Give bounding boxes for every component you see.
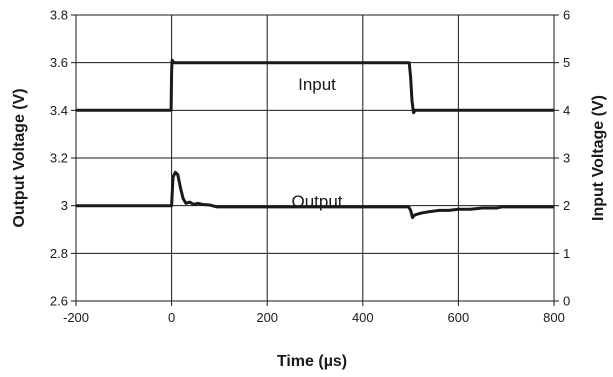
- left-axis-title: Output Voltage (V): [11, 88, 28, 227]
- x-axis-ticks: -200 0 200 400 600 800: [63, 301, 565, 325]
- y-right-tick-label: 1: [563, 246, 570, 261]
- x-tick-label: 600: [448, 310, 470, 325]
- y-left-tick-label: 2.6: [50, 294, 68, 309]
- right-axis-ticks: 0 1 2 3 4 5 6: [554, 8, 570, 309]
- y-left-tick-label: 3.8: [50, 8, 68, 23]
- x-tick-label: 200: [256, 310, 278, 325]
- x-tick-label: 0: [168, 310, 175, 325]
- annotation-input: Input: [298, 75, 336, 94]
- x-axis-title: Time (µs): [277, 353, 347, 370]
- x-tick-label: 800: [543, 310, 565, 325]
- x-tick-label: -200: [63, 310, 89, 325]
- y-left-tick-label: 3: [61, 198, 68, 213]
- y-right-tick-label: 5: [563, 55, 570, 70]
- right-axis-title: Input Voltage (V): [590, 95, 607, 221]
- y-right-tick-label: 6: [563, 8, 570, 23]
- series-lines: [76, 58, 554, 220]
- y-left-tick-label: 3.4: [50, 103, 68, 118]
- y-right-tick-label: 2: [563, 198, 570, 213]
- input-series-line: [76, 58, 554, 115]
- annotation-output: Output: [291, 192, 342, 211]
- y-right-tick-label: 0: [563, 294, 570, 309]
- left-axis-ticks: 2.6 2.8 3 3.2 3.4 3.6 3.8: [50, 8, 76, 309]
- output-series-line: [76, 170, 554, 220]
- y-left-tick-label: 2.8: [50, 246, 68, 261]
- x-tick-label: 400: [352, 310, 374, 325]
- y-right-tick-label: 4: [563, 103, 570, 118]
- y-left-tick-label: 3.2: [50, 151, 68, 166]
- y-left-tick-label: 3.6: [50, 55, 68, 70]
- y-right-tick-label: 3: [563, 151, 570, 166]
